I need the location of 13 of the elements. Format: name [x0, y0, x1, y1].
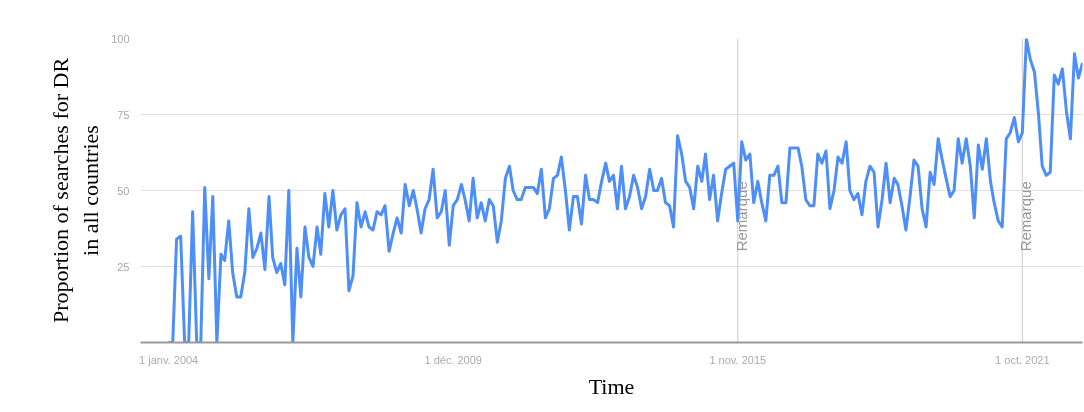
ref-line-label: Remarque: [732, 181, 750, 252]
y-tick-label: 25: [117, 260, 130, 273]
y-tick-label: 50: [117, 184, 130, 197]
line-series: [167, 38, 1083, 343]
y-axis-title: Proportion of searches for DR in all countries: [48, 57, 104, 324]
x-tick-label: 1 déc. 2009: [424, 353, 482, 366]
y-tick-label: 100: [111, 32, 130, 45]
y-tick-label: 75: [117, 108, 130, 121]
x-axis-title: Time: [588, 373, 635, 399]
x-tick-label: 1 janv. 2004: [139, 353, 199, 366]
ref-line-label: Remarque: [1017, 181, 1035, 252]
x-tick-label: 1 oct. 2021: [995, 353, 1050, 366]
x-tick-label: 1 nov. 2015: [709, 353, 767, 366]
